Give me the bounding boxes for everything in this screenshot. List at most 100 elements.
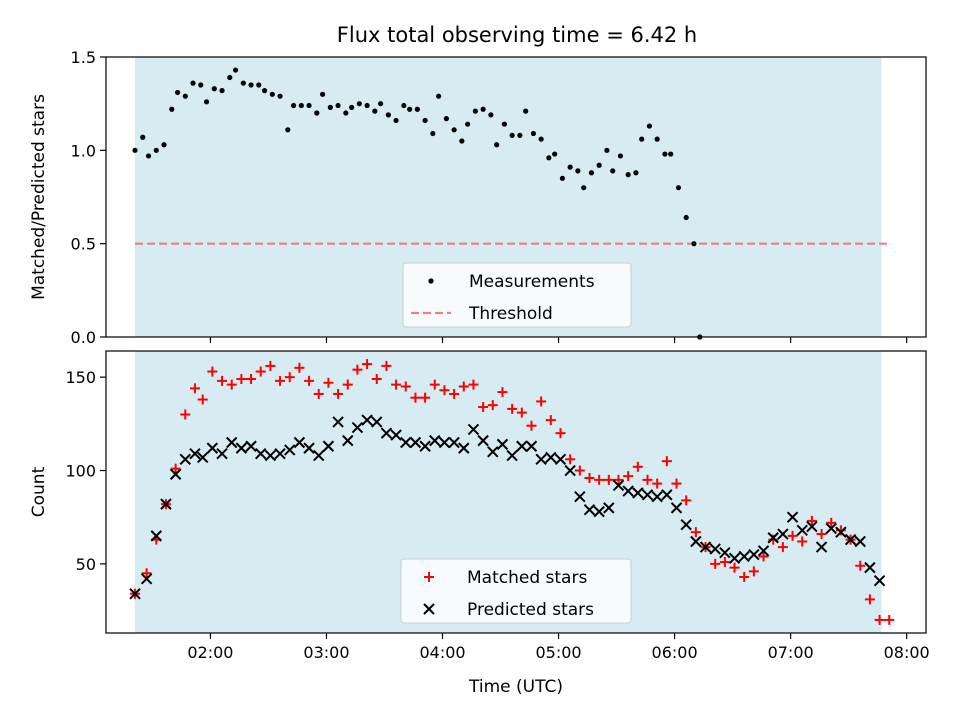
marker-dot: [161, 142, 167, 148]
data-point: [129, 588, 141, 600]
marker-dot: [465, 121, 471, 127]
y-axis-label: Count: [29, 466, 49, 517]
marker-dot: [538, 136, 544, 142]
marker-stroke: [661, 489, 673, 501]
x-tick-label: 04:00: [419, 643, 465, 662]
data-point: [255, 366, 266, 377]
data-point: [588, 170, 595, 176]
marker-dot: [335, 102, 341, 109]
data-point: [400, 381, 411, 392]
data-point: [501, 121, 507, 127]
data-point: [583, 504, 596, 516]
data-point: [691, 241, 697, 247]
data-point: [575, 168, 581, 174]
data-point: [448, 436, 460, 449]
y-tick-label: 50: [76, 555, 96, 574]
data-point: [414, 106, 420, 112]
marker-dot: [662, 151, 668, 157]
data-point: [235, 442, 248, 454]
data-point: [554, 453, 567, 466]
data-point: [472, 108, 478, 114]
marker-stroke: [284, 444, 296, 456]
marker-stroke: [351, 421, 364, 434]
marker-stroke: [777, 528, 789, 540]
marker-stroke: [574, 490, 586, 503]
marker-dot: [285, 127, 291, 133]
data-point: [538, 136, 544, 142]
marker-stroke: [709, 543, 721, 555]
data-point: [169, 468, 182, 480]
marker-dot: [588, 170, 595, 176]
data-point: [603, 474, 614, 485]
marker-stroke: [438, 436, 451, 449]
series-matched-stars: [130, 359, 895, 625]
data-point: [835, 525, 846, 536]
marker-dot: [169, 106, 175, 112]
data-point: [320, 91, 326, 97]
data-point: [719, 557, 730, 568]
marker-stroke: [835, 526, 847, 538]
marker-dot: [407, 106, 413, 112]
data-point: [189, 448, 201, 460]
marker-stroke: [179, 453, 191, 466]
data-point: [140, 134, 146, 140]
marker-stroke: [361, 414, 373, 426]
data-point: [274, 448, 286, 460]
data-point: [335, 102, 341, 109]
marker-stroke: [303, 442, 315, 454]
bottom-panel-star-counts: 50 100 150 02:00 03:00 04:00 05:00 06:00 07:00 08…: [29, 350, 930, 697]
data-point: [465, 121, 471, 127]
marker-dot: [182, 93, 188, 99]
marker-dot: [277, 93, 283, 99]
marker-stroke: [670, 502, 683, 514]
data-point: [796, 524, 808, 536]
marker-dot: [269, 91, 275, 97]
marker-stroke: [342, 434, 354, 447]
marker-stroke: [796, 524, 808, 536]
y-tick-label: 0.5: [71, 235, 96, 254]
legend-label: Measurements: [469, 272, 595, 292]
marker-stroke: [419, 440, 431, 452]
marker-stroke: [400, 436, 412, 449]
data-point: [671, 478, 682, 489]
marker-stroke: [757, 545, 770, 557]
data-point: [787, 530, 798, 541]
data-point: [709, 543, 721, 555]
marker-stroke: [680, 518, 692, 531]
marker-stroke: [719, 546, 731, 559]
data-point: [356, 101, 362, 107]
data-point: [422, 117, 428, 124]
marker-stroke: [429, 434, 441, 447]
data-point: [603, 502, 615, 514]
marker-dot: [488, 112, 494, 118]
marker-dot: [436, 93, 442, 99]
marker-dot: [203, 99, 210, 105]
marker-dot: [211, 86, 217, 92]
marker-stroke: [854, 535, 866, 548]
marker-stroke: [699, 541, 712, 553]
data-point: [364, 102, 370, 109]
data-point: [313, 449, 325, 462]
y-tick-label: 150: [65, 368, 96, 387]
data-point: [864, 561, 876, 574]
data-point: [217, 375, 228, 386]
marker-stroke: [748, 548, 760, 561]
data-point: [487, 400, 498, 411]
marker-stroke: [371, 416, 383, 428]
marker-stroke: [825, 522, 837, 535]
marker-stroke: [728, 552, 741, 565]
marker-stroke: [322, 440, 335, 452]
data-point: [145, 153, 152, 159]
marker-stroke: [332, 416, 344, 428]
data-point: [661, 456, 672, 467]
data-point: [536, 396, 547, 407]
y-tick-label: 0.0: [71, 328, 96, 347]
marker-stroke: [129, 588, 141, 600]
data-point: [227, 74, 233, 81]
data-point: [523, 108, 529, 114]
marker-stroke: [160, 498, 172, 510]
marker-stroke: [264, 449, 277, 462]
data-point: [141, 568, 152, 579]
marker-stroke: [226, 436, 238, 449]
